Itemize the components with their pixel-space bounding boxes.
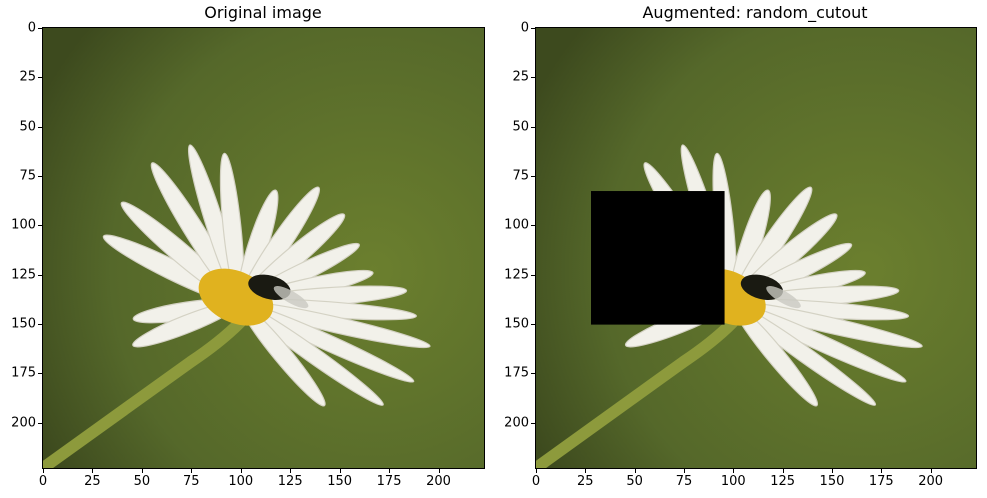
fly-wing: [766, 286, 801, 309]
y-tick-label: 25: [19, 69, 36, 85]
axes-augmented: [535, 27, 977, 469]
y-tick: [531, 27, 535, 29]
y-tick-label: 100: [11, 217, 36, 233]
y-tick-label: 150: [504, 316, 529, 332]
y-tick: [38, 323, 42, 325]
x-tick: [733, 469, 735, 473]
y-tick-label: 25: [512, 69, 529, 85]
y-tick: [38, 373, 42, 375]
y-tick: [38, 422, 42, 424]
y-tick-label: 200: [11, 415, 36, 431]
x-tick-label: 200: [426, 474, 451, 489]
y-tick: [38, 274, 42, 276]
y-tick-label: 75: [512, 168, 529, 184]
x-tick-label: 100: [720, 474, 746, 489]
x-tick: [831, 469, 833, 473]
x-tick-label: 150: [327, 474, 353, 489]
x-tick: [930, 469, 932, 473]
x-tick: [438, 469, 440, 473]
x-tick: [881, 469, 883, 473]
x-tick: [92, 469, 94, 473]
x-tick: [339, 469, 341, 473]
x-tick: [42, 469, 44, 473]
x-tick-label: 25: [577, 474, 594, 489]
x-tick-label: 125: [770, 474, 796, 489]
cutout-patch: [591, 191, 725, 325]
axes-original: [42, 27, 485, 469]
x-tick: [683, 469, 685, 473]
flower-photo-augmented: [536, 28, 976, 468]
y-tick: [38, 175, 42, 177]
y-tick: [531, 422, 535, 424]
y-tick: [531, 77, 535, 79]
y-tick-label: 0: [520, 20, 529, 36]
x-tick-label: 125: [277, 474, 303, 489]
y-tick: [531, 126, 535, 128]
x-tick-label: 175: [376, 474, 402, 489]
x-tick: [141, 469, 143, 473]
x-tick: [634, 469, 636, 473]
x-tick-label: 25: [84, 474, 101, 489]
x-tick: [290, 469, 292, 473]
x-tick-label: 75: [675, 474, 693, 489]
y-tick: [531, 373, 535, 375]
y-tick-label: 150: [11, 316, 36, 332]
y-tick-label: 0: [27, 20, 36, 36]
x-tick: [240, 469, 242, 473]
x-tick-label: 50: [626, 474, 643, 489]
x-tick-label: 50: [133, 474, 151, 489]
flower-photo: [43, 28, 484, 468]
x-tick: [389, 469, 391, 473]
y-tick-label: 50: [512, 119, 529, 135]
x-tick: [535, 469, 537, 473]
y-tick-label: 50: [19, 119, 36, 135]
y-tick: [38, 77, 42, 79]
y-tick-label: 100: [504, 217, 529, 233]
panel-title-original: Original image: [204, 3, 322, 22]
x-tick: [782, 469, 784, 473]
y-tick: [531, 175, 535, 177]
x-tick-label: 175: [868, 474, 894, 489]
y-tick-label: 175: [11, 365, 36, 381]
x-tick: [585, 469, 587, 473]
y-tick: [38, 126, 42, 128]
y-tick: [531, 274, 535, 276]
y-tick-label: 200: [504, 415, 529, 431]
x-tick-label: 100: [228, 474, 254, 489]
stem: [536, 316, 739, 468]
y-tick-label: 75: [19, 168, 36, 184]
y-tick-label: 125: [11, 267, 36, 283]
x-tick-label: 0: [38, 474, 48, 489]
y-tick: [531, 225, 535, 227]
fly-wing: [273, 286, 309, 309]
x-tick-label: 75: [183, 474, 200, 489]
y-tick-label: 125: [504, 267, 529, 283]
stem: [43, 316, 246, 468]
panel-title-augmented: Augmented: random_cutout: [642, 3, 868, 22]
x-tick-label: 150: [819, 474, 845, 489]
y-tick-label: 175: [504, 365, 529, 381]
y-tick: [38, 27, 42, 29]
x-tick: [191, 469, 193, 473]
y-tick: [531, 323, 535, 325]
y-tick: [38, 225, 42, 227]
x-tick-label: 0: [531, 474, 541, 489]
x-tick-label: 200: [918, 474, 944, 489]
